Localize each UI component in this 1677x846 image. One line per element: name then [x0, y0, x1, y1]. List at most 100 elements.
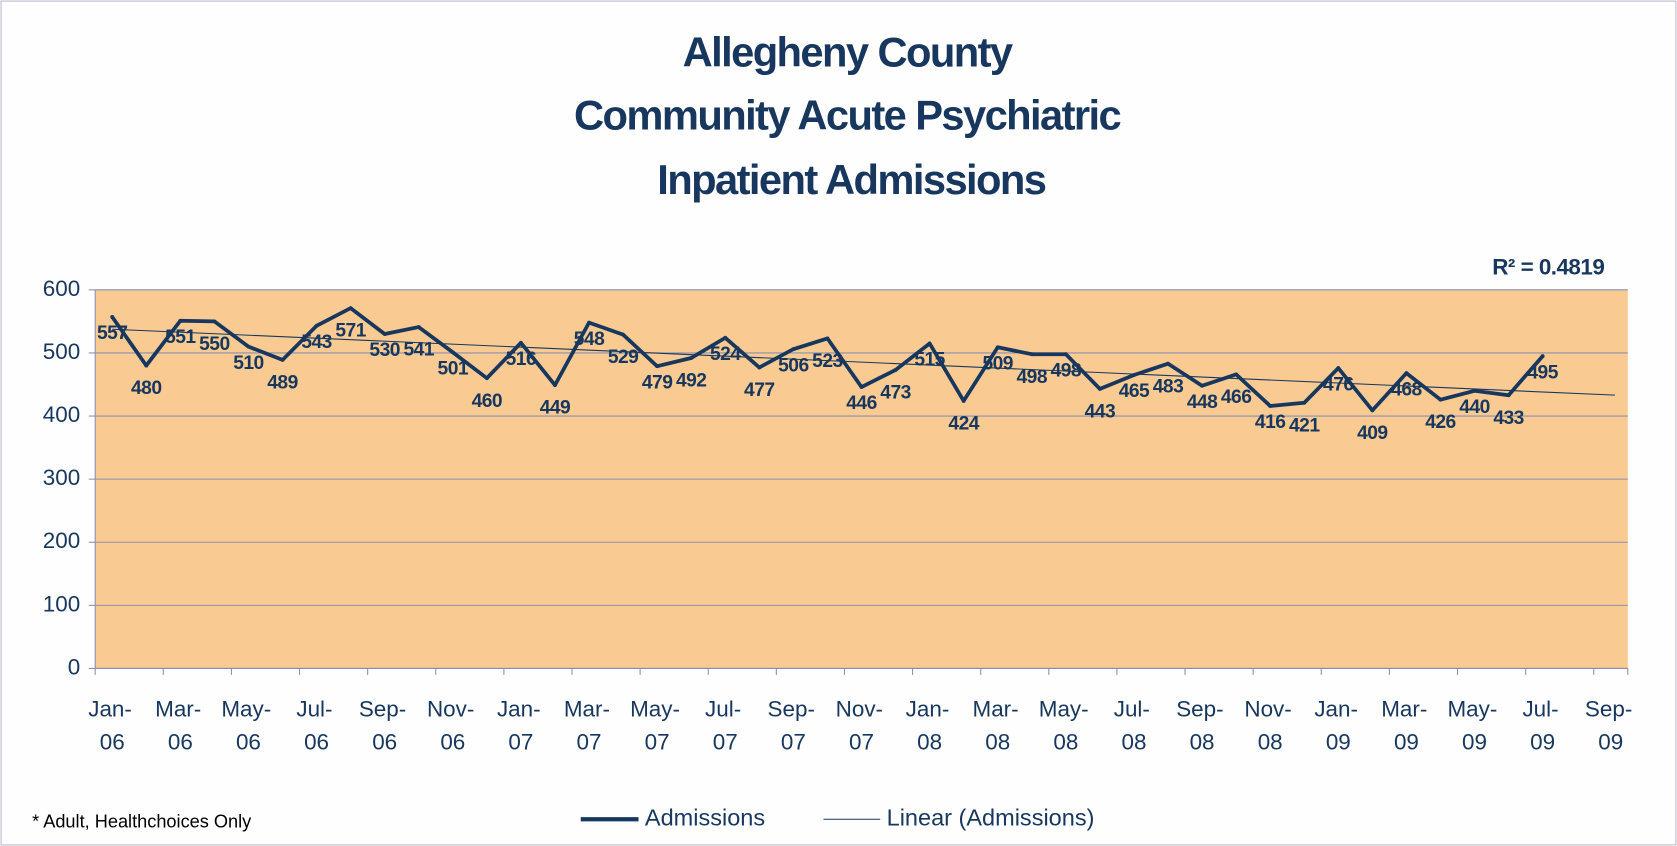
data-point: [927, 341, 932, 346]
data-label: 468: [1391, 379, 1422, 400]
data-label: 543: [301, 332, 332, 353]
data-label: 498: [1017, 367, 1048, 388]
data-label: 479: [642, 372, 673, 393]
y-tick-label: 0: [68, 654, 80, 679]
x-tick-label: Mar-08: [973, 697, 1019, 755]
x-tick-label: Jan-07: [497, 697, 541, 755]
data-point: [961, 398, 966, 403]
data-label: 440: [1459, 397, 1490, 418]
x-tick-label: Mar-09: [1381, 697, 1427, 755]
data-point: [212, 319, 217, 324]
data-label: 492: [676, 371, 707, 392]
data-point: [621, 332, 626, 337]
data-point: [1336, 366, 1341, 371]
data-point: [893, 368, 898, 372]
x-tick-label: Jan-09: [1314, 697, 1358, 755]
data-label: 530: [369, 340, 400, 361]
x-tick-label: Sep-06: [359, 697, 406, 755]
data-point: [553, 383, 557, 388]
data-point: [1472, 388, 1477, 393]
data-point: [1132, 373, 1136, 377]
data-point: [1234, 372, 1239, 377]
x-tick-label: Jul-06: [296, 697, 332, 755]
data-point: [1370, 408, 1375, 413]
y-tick-label: 100: [43, 591, 80, 616]
data-point: [348, 306, 353, 311]
data-label: 501: [438, 359, 469, 380]
x-tick-label: May-08: [1039, 697, 1089, 755]
data-point: [587, 320, 591, 325]
data-label: 433: [1493, 408, 1524, 429]
data-label: 495: [1527, 362, 1558, 383]
data-point: [416, 325, 421, 330]
y-tick-label: 300: [43, 465, 80, 490]
data-label: 416: [1255, 412, 1286, 433]
x-tick-label: Jul-07: [705, 697, 741, 755]
data-point: [723, 335, 728, 340]
data-label: 465: [1119, 381, 1150, 402]
data-label: 524: [710, 344, 741, 365]
legend-label: Admissions: [645, 804, 765, 830]
data-point: [246, 344, 251, 349]
data-label: 523: [812, 351, 843, 372]
data-point: [689, 356, 694, 360]
x-tick-label: Mar-06: [155, 697, 201, 755]
data-point: [995, 345, 1000, 350]
data-point: [655, 364, 660, 369]
data-label: 466: [1221, 387, 1252, 408]
data-point: [1166, 361, 1170, 366]
data-label: 571: [335, 321, 366, 342]
x-tick-label: Nov-08: [1244, 697, 1291, 755]
data-label: 516: [506, 349, 537, 370]
data-point: [1540, 354, 1545, 359]
data-label: 483: [1153, 376, 1184, 397]
x-tick-label: May-09: [1447, 697, 1497, 755]
x-tick-label: Sep-07: [768, 697, 815, 755]
data-point: [1063, 352, 1068, 357]
data-point: [178, 318, 183, 323]
data-point: [382, 332, 387, 336]
x-tick-label: Jul-08: [1114, 697, 1150, 755]
trendline: [112, 328, 1615, 396]
data-label: 510: [233, 353, 264, 374]
data-point: [1268, 404, 1273, 408]
data-label: 449: [540, 398, 571, 419]
x-tick-label: May-07: [630, 697, 680, 755]
data-point: [1200, 383, 1205, 388]
data-point: [859, 385, 864, 389]
data-label: 529: [608, 347, 639, 368]
data-label: 477: [744, 380, 775, 401]
data-point: [110, 315, 115, 319]
data-label: 409: [1357, 423, 1388, 444]
data-label: 421: [1289, 415, 1320, 436]
data-label: 460: [472, 391, 503, 412]
data-label: 480: [131, 378, 162, 399]
data-label: 506: [778, 355, 809, 376]
data-label: 541: [403, 340, 434, 361]
data-point: [450, 350, 455, 355]
x-tick-label: May-06: [221, 697, 271, 755]
data-label: 443: [1085, 402, 1116, 423]
x-tick-label: Nov-07: [836, 697, 883, 755]
data-point: [518, 340, 523, 345]
data-label: 446: [846, 393, 877, 414]
data-label: 476: [1323, 374, 1354, 395]
footnote: * Adult, Healthchoices Only: [32, 811, 252, 831]
chart-title: Inpatient Admissions: [657, 156, 1045, 203]
data-point: [144, 363, 149, 368]
data-point: [825, 336, 830, 341]
r-squared: R² = 0.4819: [1492, 254, 1604, 279]
data-label: 557: [97, 323, 128, 344]
x-tick-label: Mar-07: [564, 697, 610, 755]
x-tick-label: Sep-08: [1176, 697, 1223, 755]
data-label: 426: [1425, 412, 1456, 433]
data-label: 473: [880, 383, 911, 404]
data-point: [1404, 371, 1409, 376]
y-tick-label: 600: [43, 276, 80, 301]
y-tick-label: 200: [43, 528, 80, 553]
data-label: 548: [574, 329, 605, 350]
x-tick-label: Nov-06: [427, 697, 474, 755]
data-point: [280, 357, 285, 362]
